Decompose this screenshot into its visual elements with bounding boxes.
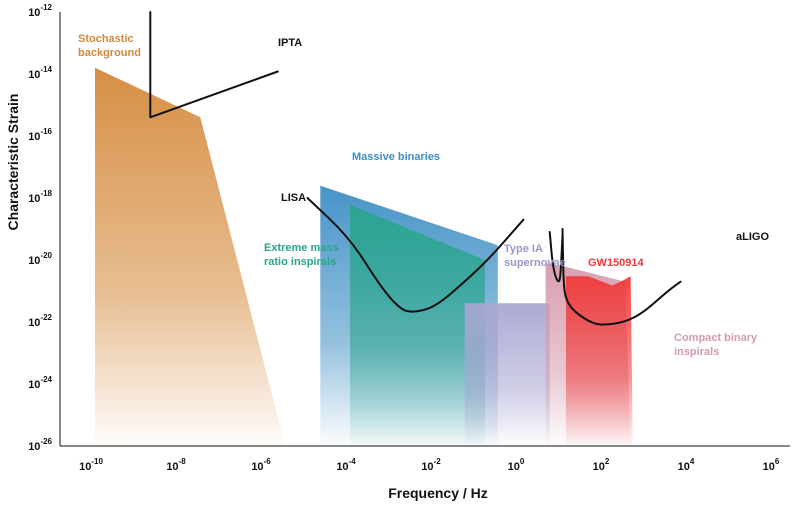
x-tick-label: 10-8 xyxy=(166,457,186,473)
label-ipta: IPTA xyxy=(278,37,302,49)
x-axis-title: Frequency / Hz xyxy=(388,485,488,501)
curve-lisa xyxy=(306,197,525,313)
y-tick-label: 10-22 xyxy=(28,313,52,329)
region-stochastic-background xyxy=(95,67,286,446)
x-tick-labels: 10-10 10-8 10-6 10-4 10-2 100 102 104 106 xyxy=(79,457,780,473)
region-gw150914 xyxy=(565,276,633,446)
region-type-ia-supernovae xyxy=(464,303,550,446)
label-typeia: Type IA supernovae xyxy=(504,243,566,269)
x-tick-label: 10-4 xyxy=(336,457,356,473)
y-tick-label: 10-26 xyxy=(28,437,52,453)
label-gw150914: GW150914 xyxy=(588,257,645,269)
label-lisa: LISA xyxy=(281,192,306,204)
axes xyxy=(59,12,790,447)
y-tick-label: 10-20 xyxy=(28,251,52,267)
region-extreme-mass-ratio-inspirals xyxy=(350,204,485,446)
y-tick-label: 10-12 xyxy=(28,3,52,19)
y-tick-label: 10-24 xyxy=(28,375,52,391)
label-compact: Compact binary inspirals xyxy=(674,332,758,358)
annotations: Stochastic background IPTA LISA Massive bina… xyxy=(78,33,769,358)
y-tick-label: 10-18 xyxy=(28,189,52,205)
y-tick-label: 10-16 xyxy=(28,127,52,143)
x-tick-label: 100 xyxy=(508,457,525,473)
label-emri: Extreme mass ratio inspirals xyxy=(264,242,339,268)
source-regions xyxy=(95,67,633,446)
curve-aligo xyxy=(561,228,682,326)
label-aligo: aLIGO xyxy=(736,231,769,243)
curve-ipta xyxy=(149,11,279,119)
label-massive: Massive binaries xyxy=(352,151,440,163)
x-tick-label: 106 xyxy=(763,457,780,473)
y-tick-label: 10-14 xyxy=(28,65,52,81)
y-axis-title: Characteristic Strain xyxy=(5,94,21,231)
sensitivity-curves xyxy=(149,11,682,326)
curve-detector-3 xyxy=(548,231,564,283)
x-tick-label: 10-6 xyxy=(251,457,271,473)
x-tick-label: 104 xyxy=(678,457,695,473)
x-tick-label: 10-10 xyxy=(79,457,103,473)
label-stochastic: Stochastic background xyxy=(78,33,141,59)
y-tick-labels: 10-12 10-14 10-16 10-18 10-20 10-22 10-24 10-26 xyxy=(28,3,52,453)
x-tick-label: 10-2 xyxy=(421,457,441,473)
x-tick-label: 102 xyxy=(593,457,610,473)
